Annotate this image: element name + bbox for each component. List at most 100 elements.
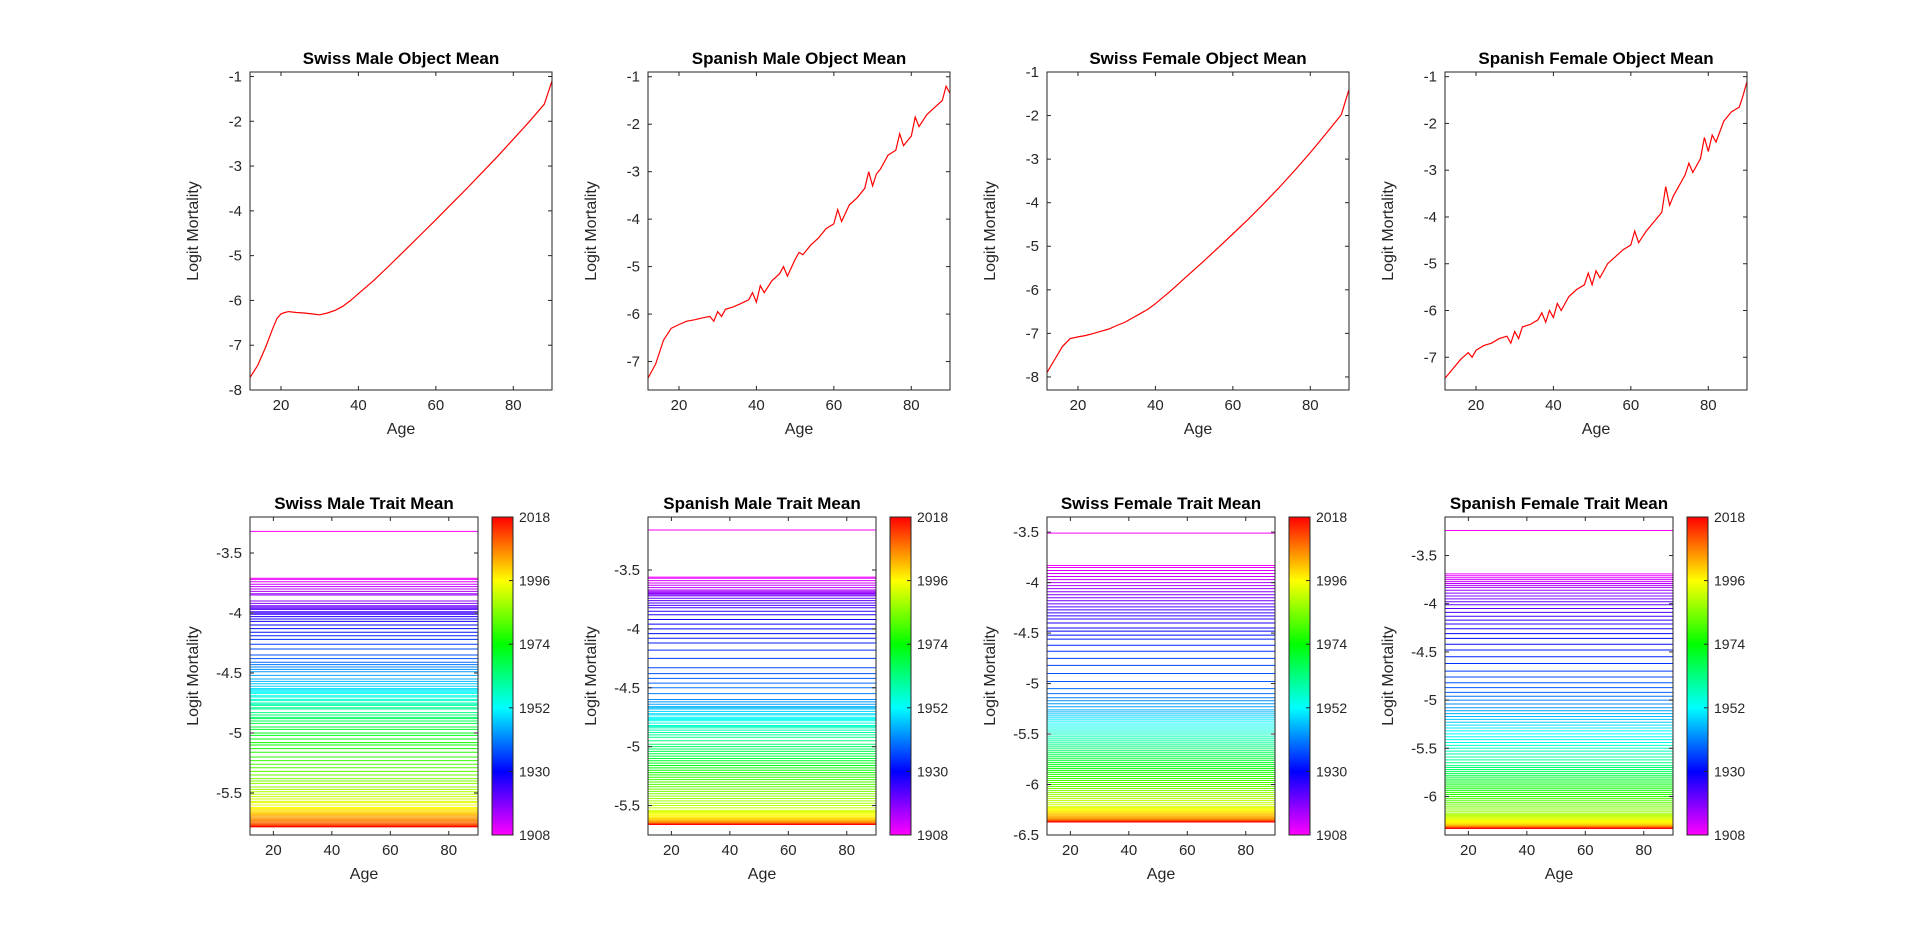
swiss-male-trait-mean-title: Swiss Male Trait Mean [274,494,454,513]
swiss-female-object-mean-xtick-label: 60 [1225,397,1242,414]
swiss-male-object-mean-ytick-label: -8 [229,382,242,399]
spanish-male-object-mean-series-group [648,84,950,379]
spanish-female-trait-mean-colorbar-label: 1996 [1714,573,1745,589]
swiss-female-trait-mean-colorbar-label: 1930 [1316,763,1347,779]
spanish-female-trait-mean-panel: 20 40 60 80 -6 -5.5 -5 -4.5 -4 -3.5 Spanish Female… [1380,494,1745,883]
swiss-female-object-mean-ytick-label: -3 [1026,151,1039,168]
swiss-male-trait-mean-plot-area [250,517,478,835]
spanish-female-trait-mean-series-group [1445,529,1673,829]
swiss-male-trait-mean-colorbar-label: 1996 [519,573,550,589]
swiss-female-object-mean-ytick-label: -1 [1026,64,1039,81]
swiss-male-trait-mean-colorbar-gradient [491,516,514,836]
swiss-male-object-mean-plot-area [250,72,552,390]
spanish-female-trait-mean-xtick-label: 40 [1519,842,1536,859]
swiss-male-trait-mean-colorbar-label: 2018 [519,509,550,525]
swiss-female-object-mean-ytick-label: -8 [1026,369,1039,386]
swiss-female-trait-mean-panel: 20 40 60 80 -6.5 -6 -5.5 -5 -4.5 -4 -3.5 Swiss Fema… [982,494,1347,883]
swiss-female-trait-mean-ylabel: Logit Mortality [982,626,999,726]
spanish-male-object-mean-xlabel: Age [785,421,814,438]
swiss-male-trait-mean-colorbar-label: 1974 [519,636,550,652]
spanish-female-trait-mean-ytick-label: -5.5 [1411,740,1437,757]
spanish-female-trait-mean-axes-box [1444,516,1674,836]
spanish-female-object-mean-ytick-label: -4 [1424,209,1437,226]
swiss-female-object-mean-mean-line [1047,89,1349,373]
swiss-female-trait-mean-xtick-label: 40 [1121,842,1138,859]
swiss-male-trait-mean-panel: 20 40 60 80 -5.5 -5 -4.5 -4 -3.5 Swiss Male Trait… [185,494,550,883]
spanish-male-trait-mean-ytick-label: -4 [627,621,640,638]
spanish-female-object-mean-ytick-label: -2 [1424,115,1437,132]
spanish-female-trait-mean-colorbar-label: 1974 [1714,636,1745,652]
swiss-male-object-mean-xtick-label: 40 [350,397,367,414]
spanish-male-object-mean-ytick-label: -6 [627,306,640,323]
spanish-male-object-mean-ytick-label: -2 [627,116,640,133]
swiss-female-object-mean-axes-box [1046,71,1350,391]
swiss-male-object-mean-axes-box [249,71,553,391]
swiss-female-trait-mean-colorbar-label: 1908 [1316,827,1347,843]
spanish-female-object-mean-ytick-label: -5 [1424,256,1437,273]
swiss-male-object-mean-ytick-label: -5 [229,248,242,265]
spanish-male-object-mean-xtick-label: 40 [748,397,765,414]
spanish-male-trait-mean-colorbar-label: 1952 [917,700,948,716]
spanish-female-trait-mean-ytick-label: -4 [1424,596,1437,613]
spanish-female-trait-mean-colorbar-gradient [1686,516,1709,836]
spanish-male-object-mean-ytick-label: -1 [627,69,640,86]
spanish-male-object-mean-ytick-label: -4 [627,211,640,228]
swiss-female-trait-mean-colorbar-label: 1974 [1316,636,1347,652]
spanish-female-trait-mean-xtick-label: 20 [1460,842,1477,859]
spanish-female-object-mean-xtick-label: 20 [1468,397,1485,414]
spanish-female-trait-mean-xtick-label: 60 [1577,842,1594,859]
spanish-female-trait-mean-title: Spanish Female Trait Mean [1450,494,1668,513]
swiss-female-object-mean-ytick-label: -5 [1026,238,1039,255]
spanish-female-object-mean-mean-line [1445,81,1747,379]
spanish-male-object-mean-ytick-label: -3 [627,164,640,181]
swiss-male-object-mean-ytick-label: -2 [229,113,242,130]
swiss-male-trait-mean-colorbar-label: 1930 [519,763,550,779]
spanish-male-object-mean-ylabel: Logit Mortality [583,181,600,281]
spanish-male-object-mean-panel: 20 40 60 80 -7 -6 -5 -4 -3 -2 -1 Spanish Male Objec… [583,49,951,438]
swiss-male-trait-mean-series-group [250,530,478,828]
swiss-female-trait-mean-title: Swiss Female Trait Mean [1061,494,1261,513]
spanish-male-trait-mean-plot-area [648,517,876,835]
spanish-female-trait-mean-colorbar-label: 2018 [1714,509,1745,525]
spanish-male-trait-mean-colorbar-label: 1908 [917,827,948,843]
swiss-female-trait-mean-ytick-label: -4 [1026,575,1039,592]
swiss-female-trait-mean-axes-box [1046,516,1276,836]
spanish-male-object-mean-ytick-label: -7 [627,354,640,371]
spanish-male-trait-mean-xlabel: Age [748,866,777,883]
swiss-female-object-mean-ytick-label: -6 [1026,282,1039,299]
swiss-male-object-mean-title: Swiss Male Object Mean [303,49,500,68]
spanish-female-object-mean-ytick-label: -6 [1424,303,1437,320]
swiss-male-object-mean-xtick-label: 80 [505,397,522,414]
swiss-female-trait-mean-colorbar-label: 1952 [1316,700,1347,716]
swiss-male-trait-mean-colorbar-label: 1952 [519,700,550,716]
spanish-male-object-mean-axes-box [647,71,951,391]
swiss-male-object-mean-xtick-label: 20 [273,397,290,414]
swiss-male-trait-mean-ytick-label: -4 [229,605,242,622]
swiss-female-object-mean-xtick-label: 40 [1147,397,1164,414]
spanish-female-trait-mean-colorbar: 1908 1930 1952 1974 1996 2018 [1686,509,1745,843]
swiss-male-trait-mean-ytick-label: -5.5 [216,785,242,802]
spanish-male-trait-mean-xtick-label: 60 [780,842,797,859]
spanish-female-object-mean-plot-area [1445,72,1747,390]
spanish-female-object-mean-xtick-label: 40 [1545,397,1562,414]
swiss-male-object-mean-xlabel: Age [387,421,416,438]
spanish-female-trait-mean-plot-area [1445,517,1673,835]
spanish-male-trait-mean-colorbar-label: 1996 [917,573,948,589]
spanish-male-trait-mean-xtick-label: 80 [838,842,855,859]
spanish-female-trait-mean-ytick-label: -6 [1424,788,1437,805]
swiss-female-trait-mean-plot-area [1047,517,1275,835]
swiss-female-object-mean-xlabel: Age [1184,421,1213,438]
swiss-male-trait-mean-ytick-label: -5 [229,725,242,742]
swiss-male-object-mean-ytick-label: -3 [229,158,242,175]
swiss-male-trait-mean-xlabel: Age [350,866,379,883]
swiss-female-object-mean-plot-area [1047,72,1349,390]
spanish-male-trait-mean-panel: 20 40 60 80 -5.5 -5 -4.5 -4 -3.5 Spanish Male Tra… [583,494,948,883]
swiss-female-object-mean-xtick-label: 80 [1302,397,1319,414]
spanish-male-trait-mean-xtick-label: 20 [663,842,680,859]
swiss-female-object-mean-ytick-label: -4 [1026,195,1039,212]
spanish-male-trait-mean-colorbar-gradient [889,516,912,836]
swiss-male-trait-mean-xtick-label: 40 [324,842,341,859]
swiss-male-object-mean-ytick-label: -7 [229,337,242,354]
